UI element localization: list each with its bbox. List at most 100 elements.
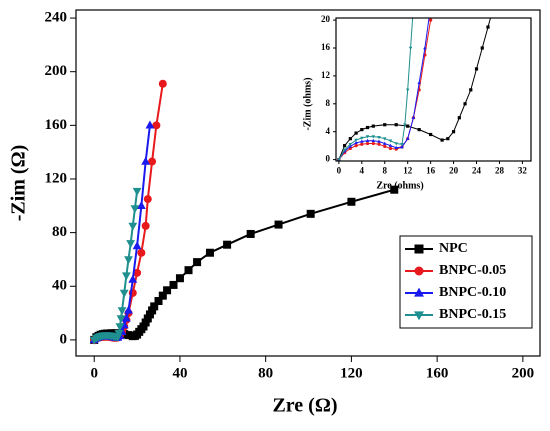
x-tick-label: 0: [90, 365, 98, 381]
marker: [121, 272, 131, 281]
marker: [429, 132, 433, 137]
marker: [377, 136, 381, 140]
marker: [119, 289, 129, 298]
marker: [124, 256, 133, 265]
marker: [365, 135, 370, 139]
y-tick-label: 8: [326, 98, 331, 108]
x-tick-label: 0: [337, 165, 342, 175]
marker: [116, 315, 126, 324]
marker: [141, 221, 150, 230]
x-tick-label: 12: [403, 165, 413, 175]
y-axis-label: -Zim (Ω): [8, 145, 30, 222]
marker: [371, 124, 375, 128]
x-tick-label: 8: [383, 165, 388, 175]
marker: [406, 124, 410, 128]
marker: [337, 158, 341, 161]
marker: [451, 130, 456, 134]
marker: [360, 142, 364, 146]
x-tick-label: 200: [512, 365, 535, 381]
marker: [128, 274, 138, 283]
marker: [446, 137, 450, 141]
marker: [371, 135, 376, 139]
marker: [158, 79, 167, 88]
marker: [145, 310, 154, 319]
y-tick-label: 4: [326, 126, 331, 136]
marker: [154, 297, 163, 306]
x-axis-label: Zre (Ω): [272, 395, 337, 417]
marker: [114, 330, 124, 339]
marker: [411, 115, 416, 120]
legend-label: BNPC-0.05: [439, 263, 506, 278]
marker: [143, 314, 152, 323]
marker: [400, 145, 404, 149]
marker: [193, 258, 202, 267]
marker: [414, 244, 424, 254]
marker: [115, 323, 125, 332]
plot-frame: [75, 9, 541, 357]
marker: [492, 5, 495, 8]
marker: [377, 142, 381, 146]
marker: [371, 141, 375, 146]
marker: [306, 209, 315, 218]
marker: [124, 331, 133, 340]
marker: [223, 240, 232, 249]
marker: [141, 156, 151, 165]
marker: [148, 157, 157, 166]
marker: [474, 67, 479, 71]
marker: [246, 229, 255, 238]
y-tick-label: 80: [52, 224, 67, 240]
marker: [440, 138, 444, 142]
marker: [360, 139, 364, 143]
marker: [457, 116, 461, 120]
marker: [394, 123, 398, 127]
y-tick-label: 40: [52, 278, 67, 294]
marker: [163, 286, 172, 295]
marker: [152, 121, 161, 130]
marker: [150, 302, 159, 311]
marker: [205, 248, 214, 257]
marker: [354, 144, 358, 148]
marker: [169, 280, 178, 289]
marker: [158, 291, 167, 300]
marker: [408, 46, 413, 50]
legend-label: NPC: [439, 241, 468, 256]
marker: [145, 120, 155, 129]
marker: [469, 88, 473, 92]
x-tick-label: 160: [426, 365, 449, 381]
marker: [429, 4, 433, 7]
marker: [121, 313, 131, 322]
y-tick-label: 240: [45, 9, 68, 25]
legend-label: BNPC-0.10: [439, 285, 506, 300]
plot-area: [336, 18, 531, 161]
marker: [348, 142, 353, 147]
y-tick-label: 160: [45, 117, 68, 133]
marker: [133, 268, 142, 277]
marker: [343, 144, 347, 148]
marker: [390, 185, 399, 194]
marker: [423, 46, 427, 50]
marker: [137, 248, 146, 257]
marker: [463, 102, 467, 106]
y-tick-label: 120: [45, 170, 68, 186]
marker: [403, 123, 407, 127]
marker: [400, 142, 404, 147]
marker: [130, 205, 140, 214]
x-tick-label: 40: [172, 365, 187, 381]
marker: [143, 195, 152, 204]
marker: [417, 80, 421, 85]
y-tick-label: 0: [326, 154, 331, 164]
series-group: [89, 79, 399, 345]
marker: [383, 123, 387, 127]
marker: [414, 266, 424, 276]
marker: [365, 138, 370, 143]
series-group: [337, 4, 495, 161]
marker: [394, 142, 398, 146]
marker: [126, 240, 136, 249]
inset-y-label: -Zim (ohms): [302, 77, 313, 130]
legend-label: BNPC-0.15: [439, 307, 506, 322]
y-tick-label: 12: [321, 70, 331, 80]
marker: [347, 197, 356, 206]
marker: [388, 143, 393, 147]
marker: [124, 305, 133, 314]
